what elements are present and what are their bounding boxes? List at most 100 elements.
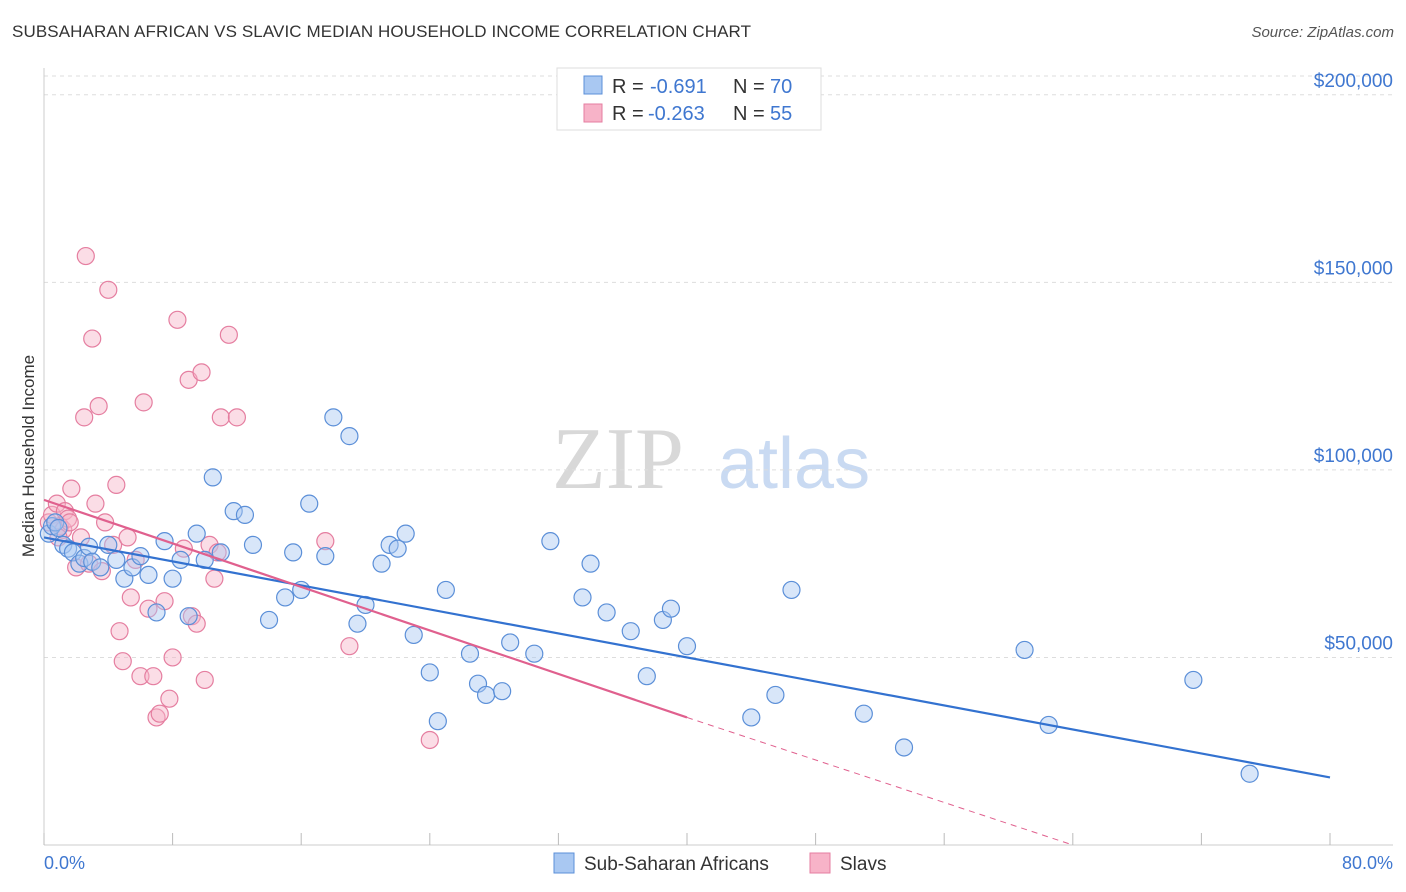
legend-n-value-1: 70: [770, 76, 792, 98]
slavs-point: [89, 397, 108, 416]
sub-saharan-point: [854, 704, 873, 723]
slavs-point: [160, 689, 179, 708]
trend-lines: [43, 498, 1331, 846]
sub-saharan-point: [404, 625, 423, 645]
slavs-point: [107, 475, 126, 494]
sub-saharan-point: [187, 524, 206, 543]
sub-saharan-point: [388, 539, 407, 558]
gridlines: [44, 75, 1393, 658]
sub-saharan-point: [677, 637, 697, 656]
slavs-point: [60, 513, 79, 532]
series-legend: Sub-Saharan Africans Slavs: [553, 852, 886, 875]
sub-saharan-point: [179, 607, 198, 626]
slavs-point: [205, 569, 224, 588]
sub-saharan-point: [348, 614, 367, 633]
sub-saharan-point: [420, 663, 439, 682]
sub-saharan-point: [276, 588, 295, 607]
sub-saharan-point: [782, 580, 801, 600]
slavs-point: [340, 637, 359, 656]
bottom-legend-label-pink: Slavs: [840, 854, 886, 875]
legend-r-value-2: -0.263: [648, 103, 705, 125]
sub-saharan-point: [49, 518, 68, 538]
sub-saharan-point: [340, 427, 359, 446]
sub-saharan-point: [742, 708, 761, 727]
y-axis-label: Median Household Income: [19, 355, 38, 557]
sub-saharan-point: [581, 554, 600, 573]
slavs-point: [83, 329, 102, 348]
sub-saharan-point: [147, 603, 166, 622]
sub-saharan-point: [476, 685, 496, 705]
sub-saharan-point: [300, 494, 319, 513]
sub-saharan-point: [259, 610, 279, 630]
slavs-point: [192, 363, 211, 382]
slavs-point: [121, 588, 140, 607]
slavs-point: [163, 648, 182, 667]
slavs-point: [113, 652, 132, 671]
trend-line-slavs-extension: [686, 716, 1073, 846]
sub-saharan-point: [428, 712, 447, 731]
y-tick-label: $200,000: [1314, 71, 1393, 92]
legend-n-value-2: 55: [770, 103, 792, 125]
trend-line-sub-saharan: [43, 536, 1331, 779]
sub-saharan-point: [1015, 640, 1034, 660]
trend-line-slavs: [43, 498, 688, 719]
slavs-point: [174, 539, 193, 558]
sub-saharan-point: [235, 505, 255, 524]
slavs-point: [99, 280, 118, 299]
slavs-point: [134, 393, 153, 412]
y-tick-label: $100,000: [1314, 446, 1393, 467]
slavs-point: [211, 408, 230, 427]
slavs-point: [150, 704, 169, 723]
sub-saharan-point: [1240, 764, 1259, 783]
legend-swatch-pink: [583, 103, 603, 123]
x-tick-label-min: 0.0%: [44, 853, 85, 873]
watermark-atlas: atlas: [718, 424, 870, 504]
slavs-point: [118, 528, 137, 547]
slavs-point: [62, 479, 81, 498]
chart-title: SUBSAHARAN AFRICAN VS SLAVIC MEDIAN HOUS…: [12, 22, 752, 41]
slavs-point: [316, 532, 335, 551]
sub-saharan-point: [243, 535, 263, 555]
sub-saharan-point: [211, 543, 230, 562]
sub-saharan-point: [107, 550, 126, 570]
sub-saharan-point: [139, 565, 158, 585]
slavs-point: [131, 667, 150, 686]
sub-saharan-point: [46, 513, 65, 532]
bottom-legend-swatch-pink: [809, 852, 831, 874]
sub-saharan-point: [224, 502, 243, 521]
sub-saharan-point: [637, 667, 656, 686]
legend-swatch-blue: [583, 75, 603, 95]
slavs-point: [420, 730, 439, 750]
sub-saharan-point: [91, 558, 110, 577]
legend-r-value-1: -0.691: [650, 76, 707, 98]
sub-saharan-point: [525, 644, 544, 663]
sub-saharan-point: [372, 554, 391, 573]
slavs-point: [110, 622, 129, 641]
y-tick-label: $50,000: [1324, 633, 1393, 654]
sub-saharan-point: [1184, 670, 1203, 690]
slavs-point: [168, 310, 187, 329]
y-tick-labels: $50,000 $100,000 $150,000 $200,000: [1314, 71, 1393, 655]
slavs-point: [76, 246, 95, 266]
sub-saharan-point: [316, 547, 335, 566]
sub-saharan-point: [573, 588, 592, 607]
sub-saharan-point: [460, 644, 480, 663]
sub-saharan-point: [501, 633, 520, 652]
slavs-point: [219, 325, 238, 344]
sub-saharan-point: [597, 603, 616, 622]
sub-saharan-point: [284, 543, 303, 562]
sub-saharan-point: [436, 580, 455, 600]
sub-saharan-point: [894, 738, 914, 757]
bottom-legend-swatch-blue: [553, 852, 575, 874]
slavs-point: [227, 408, 246, 427]
sub-saharan-point: [396, 524, 415, 543]
slavs-point: [195, 670, 214, 690]
legend-n-label-1: N =: [733, 76, 765, 98]
source-label: Source: ZipAtlas.com: [1251, 24, 1394, 41]
slavs-point: [75, 408, 94, 427]
x-tick-label-max: 80.0%: [1342, 853, 1393, 873]
slavs-point: [86, 494, 105, 513]
sub-saharan-point: [541, 532, 560, 551]
sub-saharan-point: [766, 685, 785, 705]
